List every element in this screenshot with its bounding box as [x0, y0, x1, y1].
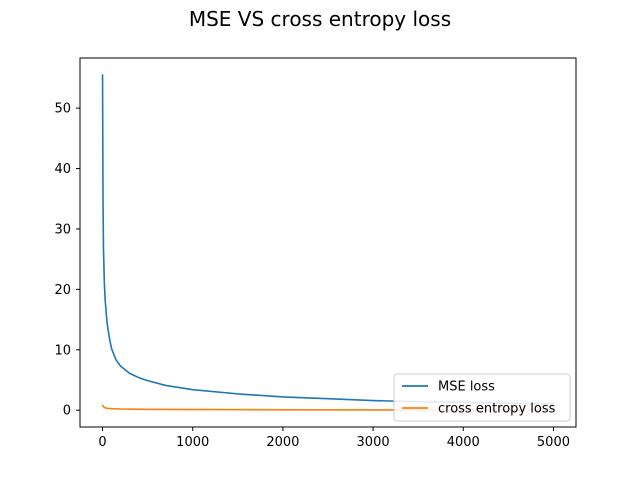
- y-axis: 0 10 20 30 40 50: [54, 102, 80, 419]
- x-tick-label: 0: [98, 435, 106, 450]
- legend: MSE loss cross entropy loss: [393, 373, 571, 422]
- x-tick-label: 5000: [537, 435, 570, 450]
- y-tick-label: 10: [54, 343, 71, 358]
- x-tick-label: 4000: [447, 435, 480, 450]
- y-tick-label: 0: [63, 404, 71, 419]
- legend-box: [393, 373, 571, 422]
- series-line-0: [101, 74, 555, 405]
- y-tick-label: 40: [54, 162, 71, 177]
- plot-area: 0 1000 2000 3000 4000 5000 0 10 20 30 40 50 MSE lo…: [54, 57, 577, 450]
- y-tick-label: 20: [54, 283, 71, 298]
- series-line-1: [101, 404, 555, 411]
- x-tick-label: 1000: [176, 435, 209, 450]
- chart-title: MSE VS cross entropy loss: [189, 7, 451, 31]
- y-tick-label: 30: [54, 222, 71, 237]
- series-layer: [101, 74, 555, 411]
- x-tick-label: 3000: [357, 435, 390, 450]
- y-tick-label: 50: [54, 102, 71, 117]
- axes-frame: [79, 57, 577, 428]
- x-axis: 0 1000 2000 3000 4000 5000: [98, 427, 570, 450]
- legend-label: MSE loss: [438, 380, 495, 395]
- legend-label: cross entropy loss: [438, 402, 556, 417]
- x-tick-label: 2000: [266, 435, 299, 450]
